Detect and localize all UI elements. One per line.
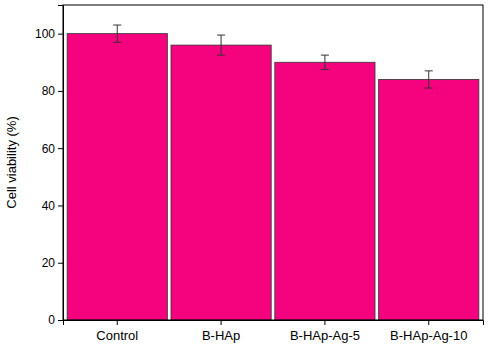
- x-axis: Control B-HAp B-HAp-Ag-5 B-HAp-Ag-10: [64, 320, 484, 343]
- x-tick-mark: [117, 320, 118, 325]
- x-tick-label: Control: [96, 328, 138, 343]
- error-bar: [321, 55, 329, 69]
- y-axis: 0 20 40 60 80 100: [35, 6, 64, 328]
- chart: 0 20 40 60 80 100 Control B-HAp B-HAp-Ag-5 B-HAp-…: [0, 0, 490, 356]
- y-tick: 60: [42, 142, 63, 156]
- x-tick: B-HAp-Ag-5: [290, 320, 360, 343]
- x-tick: B-HAp-Ag-10: [390, 320, 467, 343]
- y-tick: 100: [35, 27, 63, 41]
- y-tick-label: 40: [42, 199, 56, 213]
- error-cap: [217, 55, 225, 56]
- error-stem: [324, 55, 325, 69]
- x-tick-label: B-HAp-Ag-10: [390, 328, 467, 343]
- marks: [67, 25, 479, 320]
- y-tick: 40: [42, 199, 63, 213]
- y-tick-mark: [58, 91, 63, 92]
- error-cap: [321, 55, 329, 56]
- error-cap: [217, 35, 225, 36]
- bar: [379, 79, 479, 320]
- error-cap: [113, 42, 121, 43]
- error-cap: [425, 88, 433, 89]
- error-stem: [428, 71, 429, 88]
- x-tick-label: B-HAp-Ag-5: [290, 328, 360, 343]
- x-tick-mark: [221, 320, 222, 325]
- error-bar: [217, 35, 225, 55]
- x-tick-mark: [428, 320, 429, 325]
- y-tick-label: 20: [42, 256, 56, 270]
- y-axis-line: [58, 6, 64, 321]
- x-axis-line: [64, 321, 484, 326]
- y-tick-label: 80: [42, 84, 56, 98]
- x-tick-label: B-HAp: [202, 328, 240, 343]
- y-tick-mark: [58, 34, 63, 35]
- y-tick-mark: [58, 320, 63, 321]
- y-axis-title: Cell viability (%): [4, 116, 19, 208]
- y-tick-label: 0: [48, 313, 55, 327]
- x-tick-mark: [324, 320, 325, 325]
- plot: 0 20 40 60 80 100 Control B-HAp B-HAp-Ag-5 B-HAp-…: [35, 5, 484, 343]
- y-tick: 20: [42, 256, 63, 270]
- x-tick: B-HAp: [202, 320, 240, 343]
- x-tick: Control: [96, 320, 138, 343]
- error-stem: [117, 25, 118, 42]
- y-tick: 80: [42, 84, 63, 98]
- error-stem: [221, 35, 222, 55]
- y-tick-label: 60: [42, 142, 56, 156]
- error-bar: [425, 71, 433, 88]
- error-cap: [321, 69, 329, 70]
- error-bar: [113, 25, 121, 42]
- bar: [67, 34, 167, 320]
- frame: [63, 5, 483, 320]
- bar: [275, 62, 375, 320]
- y-tick-mark: [58, 148, 63, 149]
- bar: [171, 45, 271, 320]
- error-cap: [113, 25, 121, 26]
- y-tick-label: 100: [35, 27, 55, 41]
- y-tick-mark: [58, 263, 63, 264]
- y-tick: 0: [48, 313, 63, 327]
- error-cap: [425, 70, 433, 71]
- y-tick-mark: [58, 205, 63, 206]
